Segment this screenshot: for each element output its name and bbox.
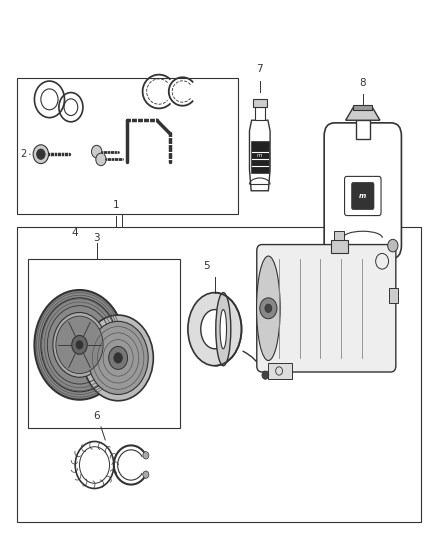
Circle shape: [72, 335, 87, 354]
Text: 2: 2: [21, 149, 30, 159]
Bar: [28, 259, 180, 429]
Bar: [17, 228, 421, 522]
Text: 7: 7: [257, 64, 263, 74]
Circle shape: [53, 312, 106, 377]
Polygon shape: [250, 120, 270, 191]
Bar: [268, 363, 292, 379]
Circle shape: [143, 451, 149, 459]
Text: 6: 6: [93, 410, 100, 421]
Ellipse shape: [220, 310, 226, 349]
Bar: [356, 120, 370, 139]
Circle shape: [114, 353, 123, 363]
Ellipse shape: [201, 310, 229, 349]
Bar: [331, 240, 348, 254]
Text: 8: 8: [360, 78, 366, 88]
Circle shape: [109, 346, 127, 369]
Bar: [17, 78, 238, 214]
Text: 5: 5: [203, 261, 209, 271]
Polygon shape: [346, 107, 380, 120]
Circle shape: [33, 145, 49, 164]
Text: 3: 3: [93, 232, 100, 243]
Ellipse shape: [257, 256, 280, 360]
Circle shape: [96, 153, 106, 166]
Text: 1: 1: [113, 200, 119, 210]
FancyBboxPatch shape: [345, 176, 381, 215]
Circle shape: [262, 371, 269, 379]
Ellipse shape: [188, 293, 241, 366]
Circle shape: [35, 290, 124, 400]
Bar: [334, 231, 344, 240]
Circle shape: [37, 149, 45, 159]
Bar: [253, 99, 267, 107]
Circle shape: [83, 315, 153, 401]
Bar: [353, 104, 372, 110]
FancyBboxPatch shape: [324, 123, 401, 259]
Circle shape: [56, 316, 103, 374]
Circle shape: [260, 298, 277, 319]
Text: m: m: [359, 193, 367, 199]
Bar: [251, 141, 269, 173]
FancyBboxPatch shape: [257, 245, 396, 372]
Text: m: m: [257, 153, 262, 158]
FancyBboxPatch shape: [352, 182, 374, 209]
Circle shape: [88, 321, 148, 394]
Circle shape: [143, 471, 149, 478]
Text: 4: 4: [72, 228, 78, 238]
Circle shape: [92, 146, 102, 158]
Circle shape: [265, 304, 272, 312]
Circle shape: [76, 341, 83, 349]
Ellipse shape: [216, 293, 231, 366]
Bar: [389, 288, 398, 303]
Bar: [254, 107, 265, 120]
Circle shape: [388, 239, 398, 252]
